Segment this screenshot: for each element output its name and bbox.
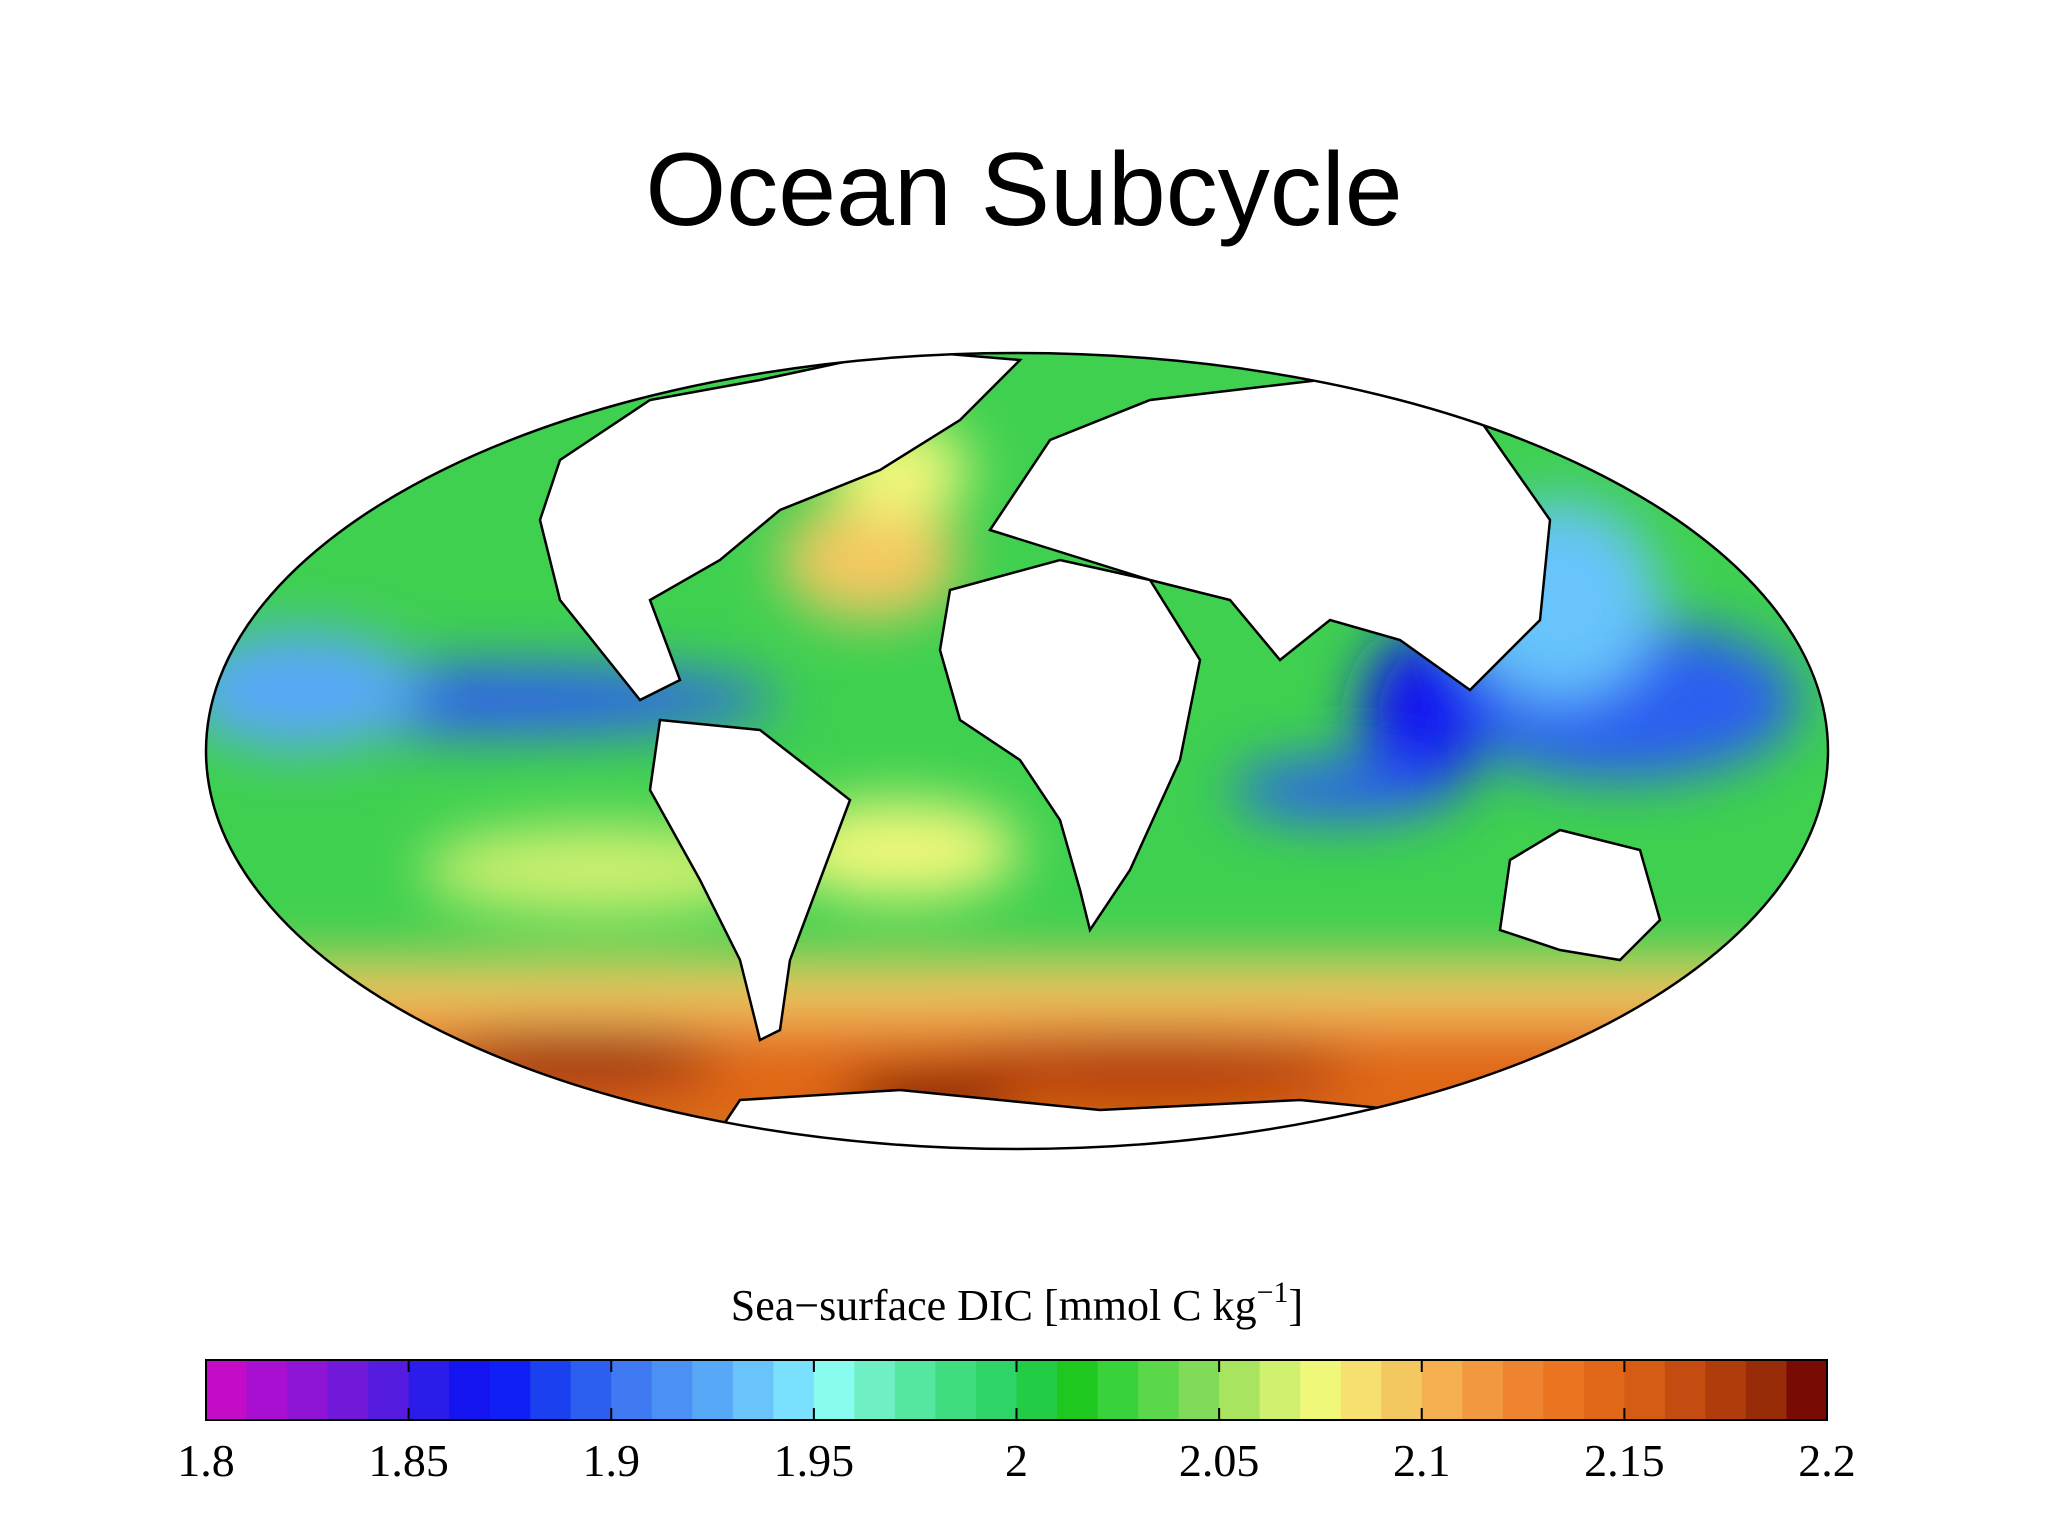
colorbar-segment bbox=[1057, 1360, 1099, 1420]
colorbar-tick-label: 2 bbox=[1005, 1435, 1028, 1486]
colorbar-tick-label: 2.2 bbox=[1798, 1435, 1856, 1486]
colorbar-segment bbox=[1745, 1360, 1787, 1420]
map-outline bbox=[204, 351, 1830, 1151]
colorbar-tick-label: 2.1 bbox=[1393, 1435, 1451, 1486]
title: Ocean Subcycle bbox=[645, 132, 1402, 248]
colorbar-segment bbox=[935, 1360, 977, 1420]
colorbar-segment bbox=[854, 1360, 896, 1420]
colorbar-segment bbox=[1502, 1360, 1544, 1420]
colorbar-segment bbox=[246, 1360, 288, 1420]
label-superscript: −1 bbox=[1257, 1276, 1289, 1309]
label-main: Sea−surface DIC [mmol C kg bbox=[731, 1281, 1257, 1330]
colorbar-segment bbox=[1340, 1360, 1382, 1420]
colorbar-segment bbox=[1543, 1360, 1585, 1420]
colorbar: 1.8 1.85 1.9 1.95 2 2.05 2.1 2.15 2.2 bbox=[177, 1359, 1856, 1486]
colorbar-segment bbox=[1381, 1360, 1423, 1420]
colorbar-segment bbox=[1178, 1360, 1220, 1420]
label-close: ] bbox=[1289, 1281, 1304, 1330]
colorbar-segment bbox=[1219, 1360, 1261, 1420]
colorbar-segment bbox=[1462, 1360, 1504, 1420]
colorbar-segment bbox=[1705, 1360, 1747, 1420]
colorbar-tick-label: 1.95 bbox=[774, 1435, 855, 1486]
colorbar-segment bbox=[651, 1360, 693, 1420]
colorbar-segment bbox=[449, 1360, 491, 1420]
colorbar-segment bbox=[1259, 1360, 1301, 1420]
colorbar-tick-label: 2.15 bbox=[1584, 1435, 1665, 1486]
colorbar-segment bbox=[570, 1360, 612, 1420]
colorbar-segment bbox=[1786, 1360, 1828, 1420]
colorbar-segment bbox=[327, 1360, 369, 1420]
map bbox=[206, 353, 1828, 1149]
colorbar-segment bbox=[1421, 1360, 1463, 1420]
colorbar-segment bbox=[611, 1360, 653, 1420]
colorbar-segment bbox=[1016, 1360, 1058, 1420]
colorbar-segment bbox=[408, 1360, 450, 1420]
colorbar-segment bbox=[1097, 1360, 1139, 1420]
colorbar-segment bbox=[732, 1360, 774, 1420]
colorbar-segment bbox=[894, 1360, 936, 1420]
colorbar-segment bbox=[692, 1360, 734, 1420]
colorbar-segment bbox=[206, 1360, 248, 1420]
colorbar-tick-label: 2.05 bbox=[1179, 1435, 1260, 1486]
colorbar-segment bbox=[287, 1360, 329, 1420]
colorbar-segment bbox=[1624, 1360, 1666, 1420]
colorbar-tick-label: 1.8 bbox=[177, 1435, 235, 1486]
colorbar-segment bbox=[368, 1360, 410, 1420]
colorbar-segment bbox=[1300, 1360, 1342, 1420]
colorbar-segment bbox=[530, 1360, 572, 1420]
colorbar-label: Sea−surface DIC [mmol C kg−1] bbox=[731, 1276, 1303, 1330]
colorbar-segment bbox=[813, 1360, 855, 1420]
colorbar-segment bbox=[975, 1360, 1017, 1420]
colorbar-segment bbox=[489, 1360, 531, 1420]
colorbar-segment bbox=[773, 1360, 815, 1420]
colorbar-tick-label: 1.9 bbox=[583, 1435, 641, 1486]
colorbar-segment bbox=[1138, 1360, 1180, 1420]
colorbar-segment bbox=[1583, 1360, 1625, 1420]
colorbar-tick-label: 1.85 bbox=[368, 1435, 449, 1486]
colorbar-segment bbox=[1664, 1360, 1706, 1420]
